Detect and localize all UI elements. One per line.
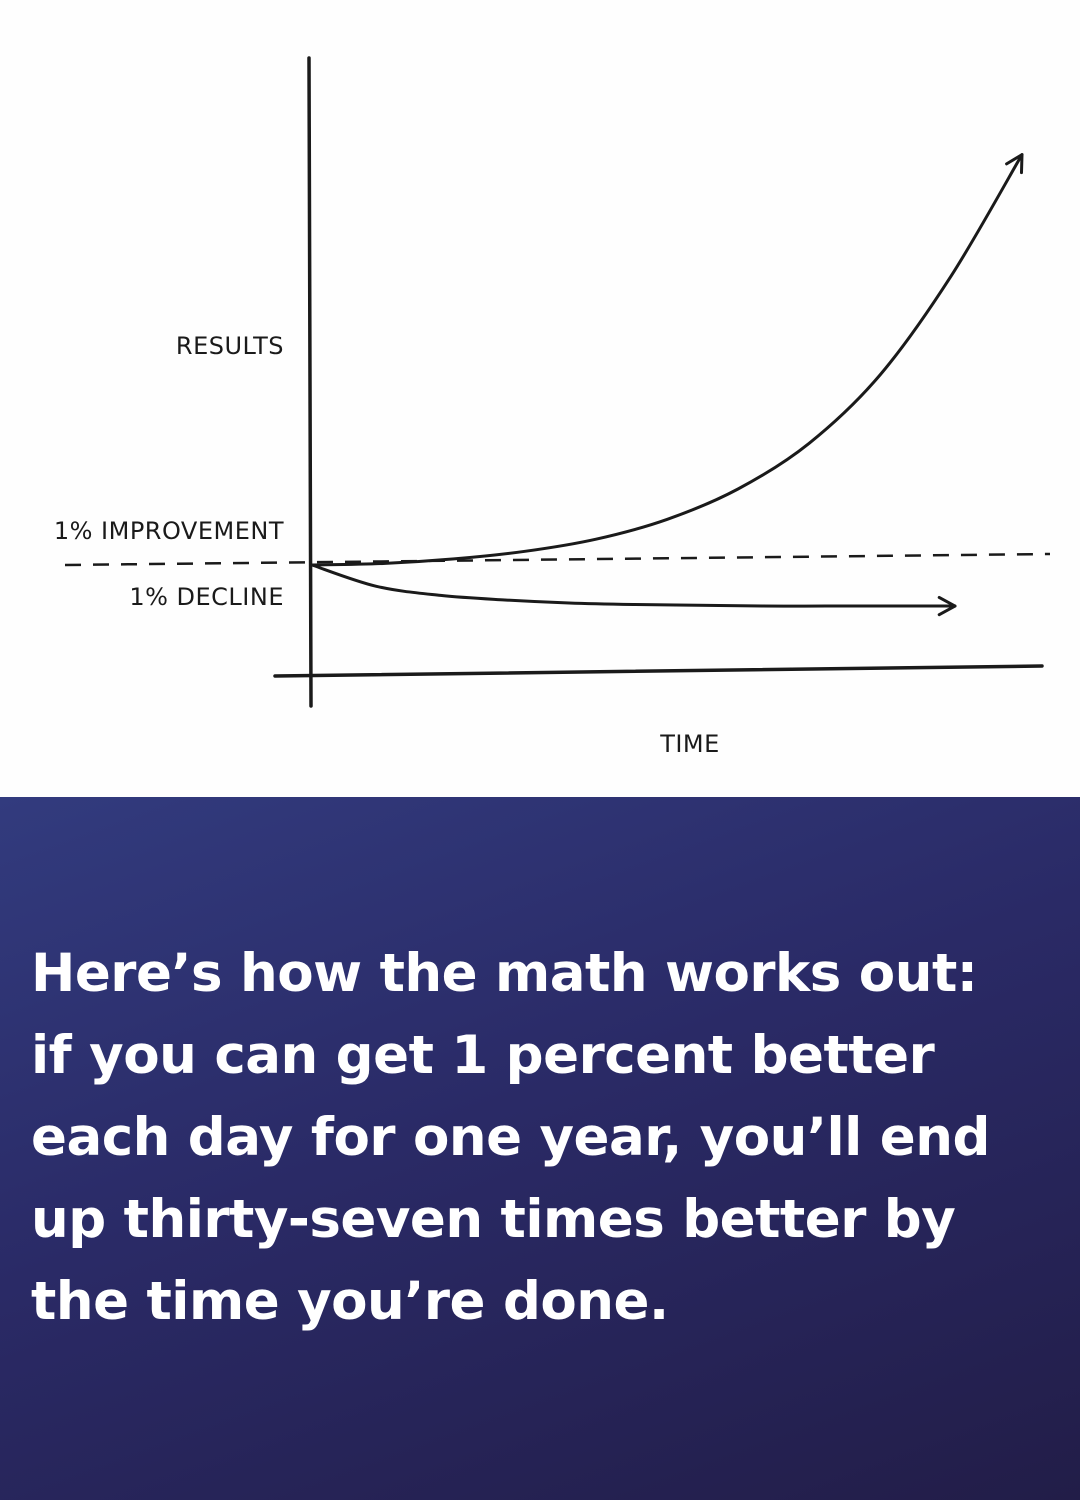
chart-panel: RESULTS TIME 1% IMPROVEMENT 1% DECLINE bbox=[53, 56, 1051, 758]
quote-line: if you can get 1 percent better bbox=[31, 1025, 935, 1086]
improvement-arrowhead bbox=[1005, 153, 1024, 175]
baseline-dashed bbox=[64, 552, 1051, 567]
quote-panel: Here’s how the math works out: if you ca… bbox=[0, 797, 1080, 1500]
quote-line: each day for one year, you’ll end bbox=[31, 1107, 990, 1168]
improvement-curve bbox=[310, 153, 1024, 567]
quote-text: Here’s how the math works out: if you ca… bbox=[31, 933, 1041, 1343]
quote-line: the time you’re done. bbox=[31, 1271, 669, 1332]
results-over-time-chart: RESULTS TIME 1% IMPROVEMENT 1% DECLINE bbox=[54, 56, 1051, 758]
decline-arrowhead bbox=[937, 595, 957, 617]
decline-label: 1% DECLINE bbox=[129, 583, 284, 611]
decline-curve bbox=[310, 563, 957, 608]
improvement-label: 1% IMPROVEMENT bbox=[54, 517, 284, 545]
x-axis bbox=[273, 664, 1044, 678]
series-layer bbox=[310, 153, 1024, 617]
quote-line: Here’s how the math works out: bbox=[31, 943, 978, 1004]
y-axis-label: RESULTS bbox=[176, 332, 284, 360]
y-axis bbox=[307, 56, 313, 708]
x-axis-label: TIME bbox=[659, 730, 720, 758]
quote-line: up thirty-seven times better by bbox=[31, 1189, 956, 1250]
